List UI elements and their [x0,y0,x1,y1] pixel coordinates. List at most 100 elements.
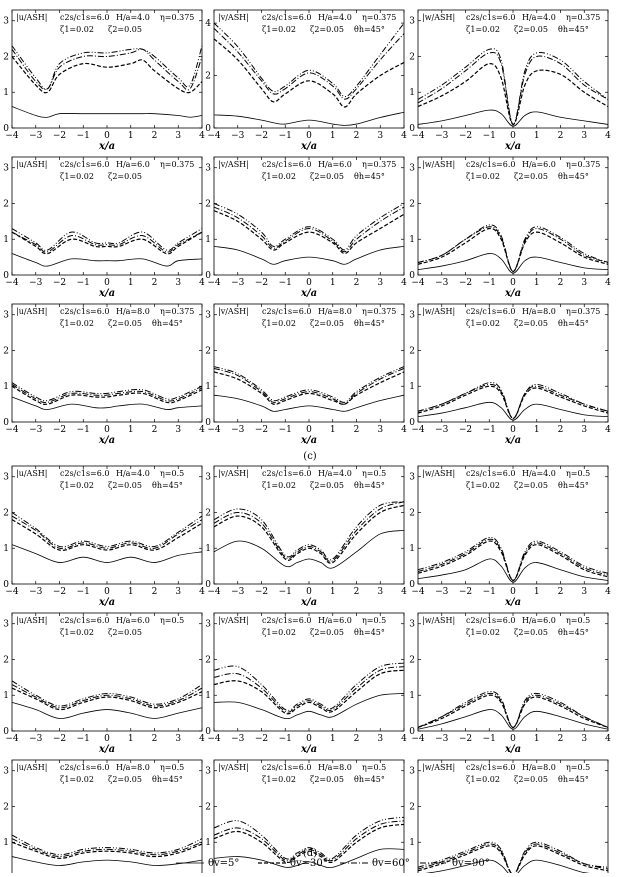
series-line [417,538,609,581]
depth-ratio-label: H/a=8.0 [318,307,352,316]
y-tick-label: 2 [3,802,9,812]
damping-1-label: ζ1=0.02 [60,481,94,490]
x-tick-label: 3 [377,278,383,288]
series-line [11,519,203,551]
x-tick-label: 4 [401,425,407,435]
x-tick-label: 4 [199,425,205,435]
x-tick-label: 0 [104,131,110,141]
damping-2-label: ζ2=0.05 [108,319,142,328]
panel-r6c1: −4−3−2−1012340123x/a|u/ASH|c2s/c1s=6.0H/… [3,759,203,877]
depth-ratio-label: H/a=8.0 [116,307,150,316]
x-tick-label: 1 [330,425,336,435]
velocity-ratio-label: c2s/c1s=6.0 [466,469,515,478]
series-line [417,63,609,126]
x-tick-label: 0 [104,278,110,288]
legend-label: θv=5° [208,858,239,869]
x-axis-label: x/a [98,288,115,299]
y-quantity-label: |v/ASH| [218,307,249,316]
y-tick-label: 3 [3,17,9,27]
y-tick-label: 2 [205,802,211,812]
x-tick-label: 4 [401,131,407,141]
depth-ratio-label: H/a=4.0 [318,13,352,22]
damping-2-label: ζ2=0.05 [514,628,548,637]
series-line [417,841,609,875]
x-tick-label: 0 [306,425,312,435]
y-tick-label: 1 [409,544,415,554]
series-line [11,702,203,719]
legend: θv=5° θv=30° θv=60° θv=90° [176,858,490,869]
velocity-ratio-label: c2s/c1s=6.0 [262,307,311,316]
velocity-ratio-label: c2s/c1s=6.0 [60,616,109,625]
eta-label: η=0.5 [566,763,590,772]
legend-label: θv=30° [290,858,328,869]
y-tick-label: 2 [409,346,415,356]
x-tick-label: −3 [231,587,245,597]
y-quantity-label: |w/ASH| [422,469,455,478]
x-tick-label: 2 [558,734,564,744]
y-tick-label: 0 [3,418,9,428]
x-tick-label: 4 [605,425,611,435]
x-axis-label: x/a [98,597,115,608]
x-tick-label: −3 [435,734,449,744]
x-axis-label: x/a [98,435,115,446]
depth-ratio-label: H/a=4.0 [116,469,150,478]
x-tick-label: 2 [354,278,360,288]
plot-frame [11,156,203,276]
x-tick-label: 1 [330,278,336,288]
y-quantity-label: |w/ASH| [422,160,455,169]
series-line [11,384,203,404]
series-line [213,823,405,864]
series-line [213,848,405,869]
y-tick-label: 1 [409,382,415,392]
plot-frame [11,9,203,129]
y-tick-label: 0 [205,580,211,590]
panel-r5c3: −4 −3 −2 −1 0 1 2 3 4 0 1 2 3 x/a |w/ASH| c2s/c1s=6.0 H/… [409,612,611,755]
damping-1-label: ζ1=0.02 [466,25,500,34]
series-line [417,401,609,421]
x-tick-label: 1 [534,278,540,288]
eta-label: η=0.5 [362,469,386,478]
damping-1-label: ζ1=0.02 [466,172,500,181]
x-tick-label: 0 [104,425,110,435]
eta-label: η=0.5 [160,616,184,625]
series-line [11,684,203,709]
x-tick-label: −3 [231,425,245,435]
panel-r3c3: −4 −3 −2 −1 0 1 2 3 4 0 1 2 3 x/a |w/ASH| c2s/c1s=6.0 H/… [409,303,611,446]
theta-h-label: θh=45° [558,628,589,637]
damping-2-label: ζ2=0.05 [310,628,344,637]
y-tick-label: 0 [3,727,9,737]
y-tick-label: 2 [3,199,9,209]
velocity-ratio-label: c2s/c1s=6.0 [60,13,109,22]
plot-frame [11,612,203,732]
x-axis-label: x/a [504,597,521,608]
y-quantity-label: |u/ASH| [16,307,47,316]
panel-r4c2: −4 −3 −2 −1 0 1 2 3 4 0 1 2 3 x/a |v/ASH| c2s/c1s=6.0 H/… [205,465,407,608]
y-tick-label: 3 [3,767,9,777]
x-tick-label: 4 [401,278,407,288]
series-line [417,224,609,272]
x-tick-label: −1 [77,131,90,141]
series-line [213,38,405,108]
x-tick-label: −1 [483,425,496,435]
damping-1-label: ζ1=0.02 [466,628,500,637]
velocity-ratio-label: c2s/c1s=6.0 [466,307,515,316]
series-line [213,203,405,251]
y-tick-label: 2 [409,199,415,209]
series-line [11,838,203,858]
x-tick-label: −1 [483,734,496,744]
y-tick-label: 0 [409,418,415,428]
panel-r2c1: −4 −3 −2 −1 0 1 2 3 4 0 1 2 3 x/a |u/ASH| c2s/c1s=6.0 H/… [3,156,205,299]
theta-h-label: θh=45° [354,319,385,328]
depth-ratio-label: H/a=6.0 [522,616,556,625]
x-tick-label: 2 [354,734,360,744]
damping-2-label: ζ2=0.05 [310,25,344,34]
x-tick-label: 2 [152,131,158,141]
y-tick-label: 0 [3,271,9,281]
x-tick-label: −3 [29,278,43,288]
panel-r1c1: −4 −3 −2 −1 0 1 2 3 4 0 1 2 3 x/a |u/ASH| c2s/c1s=6.0 H/… [3,9,205,152]
velocity-ratio-label: c2s/c1s=6.0 [466,160,515,169]
damping-1-label: ζ1=0.02 [60,775,94,784]
series-line [11,687,203,711]
depth-ratio-label: H/a=8.0 [522,307,556,316]
